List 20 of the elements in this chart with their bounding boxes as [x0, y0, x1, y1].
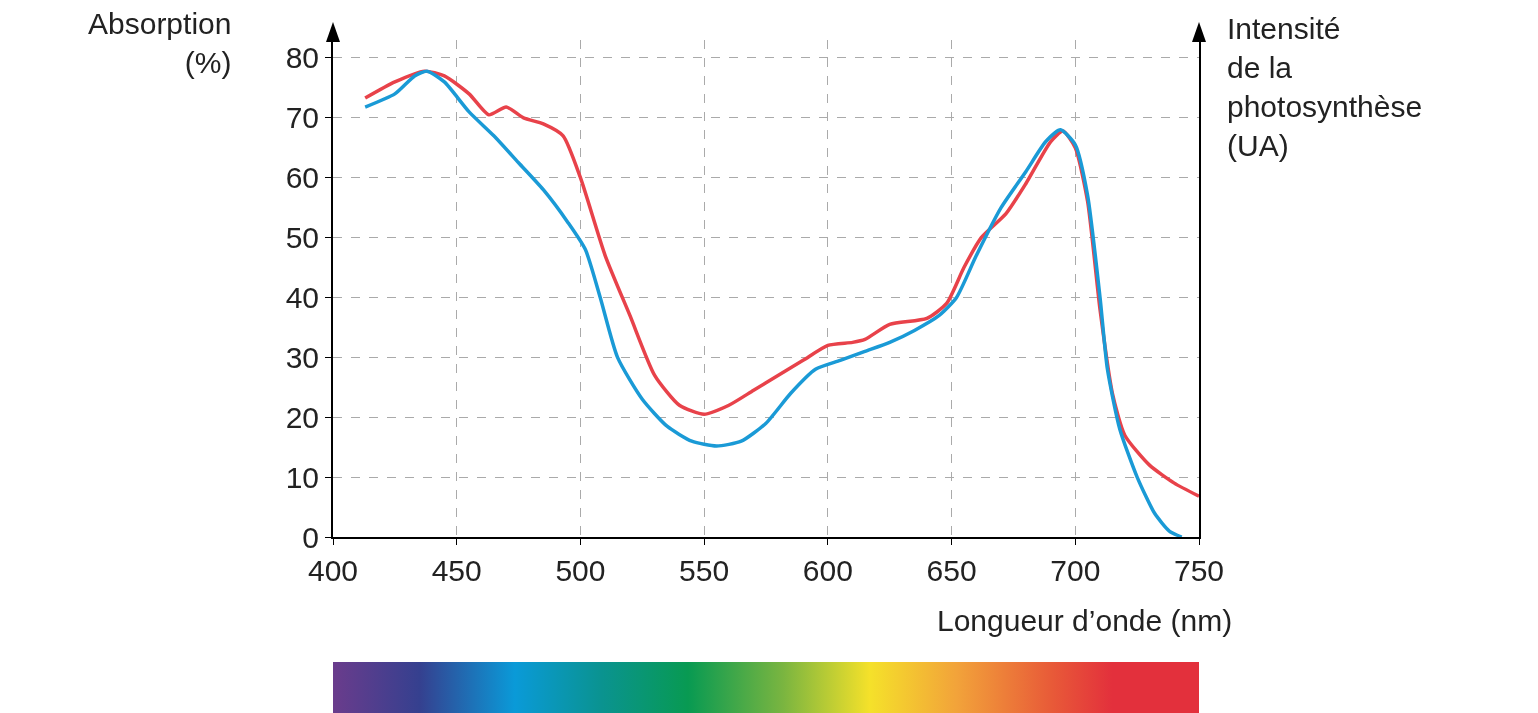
x-tick-label: 400 — [307, 554, 359, 587]
y-tick-label: 20 — [285, 400, 319, 434]
x-axis-title: Longueur d’onde (nm) — [937, 604, 1233, 637]
y-axis-title: Absorption (%) — [88, 7, 232, 79]
y-tick-label: 0 — [302, 520, 319, 554]
y-tick-label: 10 — [285, 460, 319, 494]
y-tick-label: 50 — [285, 221, 319, 255]
x-tick-label: 750 — [1173, 554, 1225, 587]
x-tick-label: 500 — [555, 554, 606, 587]
y-tick-label: 80 — [285, 41, 319, 75]
x-tick-label: 450 — [431, 554, 482, 587]
y-tick-label: 60 — [285, 161, 319, 195]
x-tick-label: 600 — [802, 554, 853, 587]
y-tick-label: 40 — [285, 280, 319, 314]
x-tick-label: 650 — [926, 554, 977, 587]
y2-axis-title: Intensité de la photosynthèse (UA) — [1227, 12, 1423, 162]
x-tick-label: 700 — [1050, 554, 1101, 587]
y-tick-label: 70 — [285, 101, 319, 135]
y-tick-label: 30 — [285, 340, 319, 374]
x-tick-label: 550 — [679, 554, 730, 587]
